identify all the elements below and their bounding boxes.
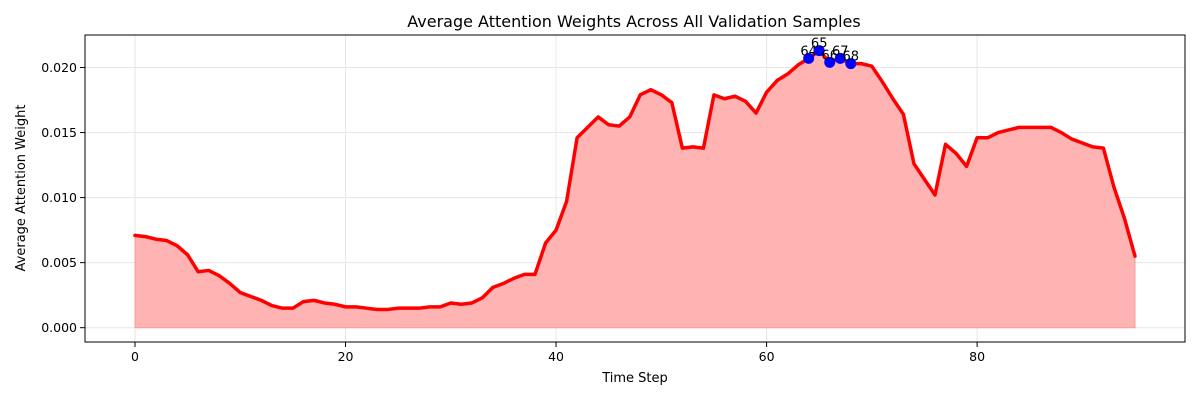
y-tick-label: 0.010 [41,190,77,205]
area-layer [133,48,1137,329]
chart-title: Average Attention Weights Across All Val… [407,12,860,31]
x-tick-label: 0 [131,349,139,364]
y-axis-title: Average Attention Weight [14,105,29,272]
axis-ticks: 0 20 40 60 80 0.000 0.005 0.010 0.015 0.020 [41,60,985,364]
peak-marker [845,58,857,70]
y-tick-label: 0.015 [41,125,77,140]
peak-label: 67 [832,44,849,59]
plot-frame [84,34,1186,343]
peak-marker [803,52,815,64]
x-axis-title: Time Step [601,371,668,386]
attention-line [133,48,1137,312]
x-tick-label: 40 [548,349,564,364]
y-tick-label: 0.005 [41,255,77,270]
peak-marker [834,52,846,64]
x-tick-label: 20 [338,349,354,364]
peak-marker [824,56,836,68]
peak-marker [813,45,825,57]
peak-label: 68 [843,50,860,65]
y-tick-label: 0.000 [41,320,77,335]
peak-label: 64 [800,44,817,59]
peak-label: 66 [821,48,838,63]
y-tick-label: 0.020 [41,60,77,75]
x-tick-label: 80 [969,349,985,364]
x-tick-label: 60 [759,349,775,364]
peak-label: 65 [811,37,828,52]
